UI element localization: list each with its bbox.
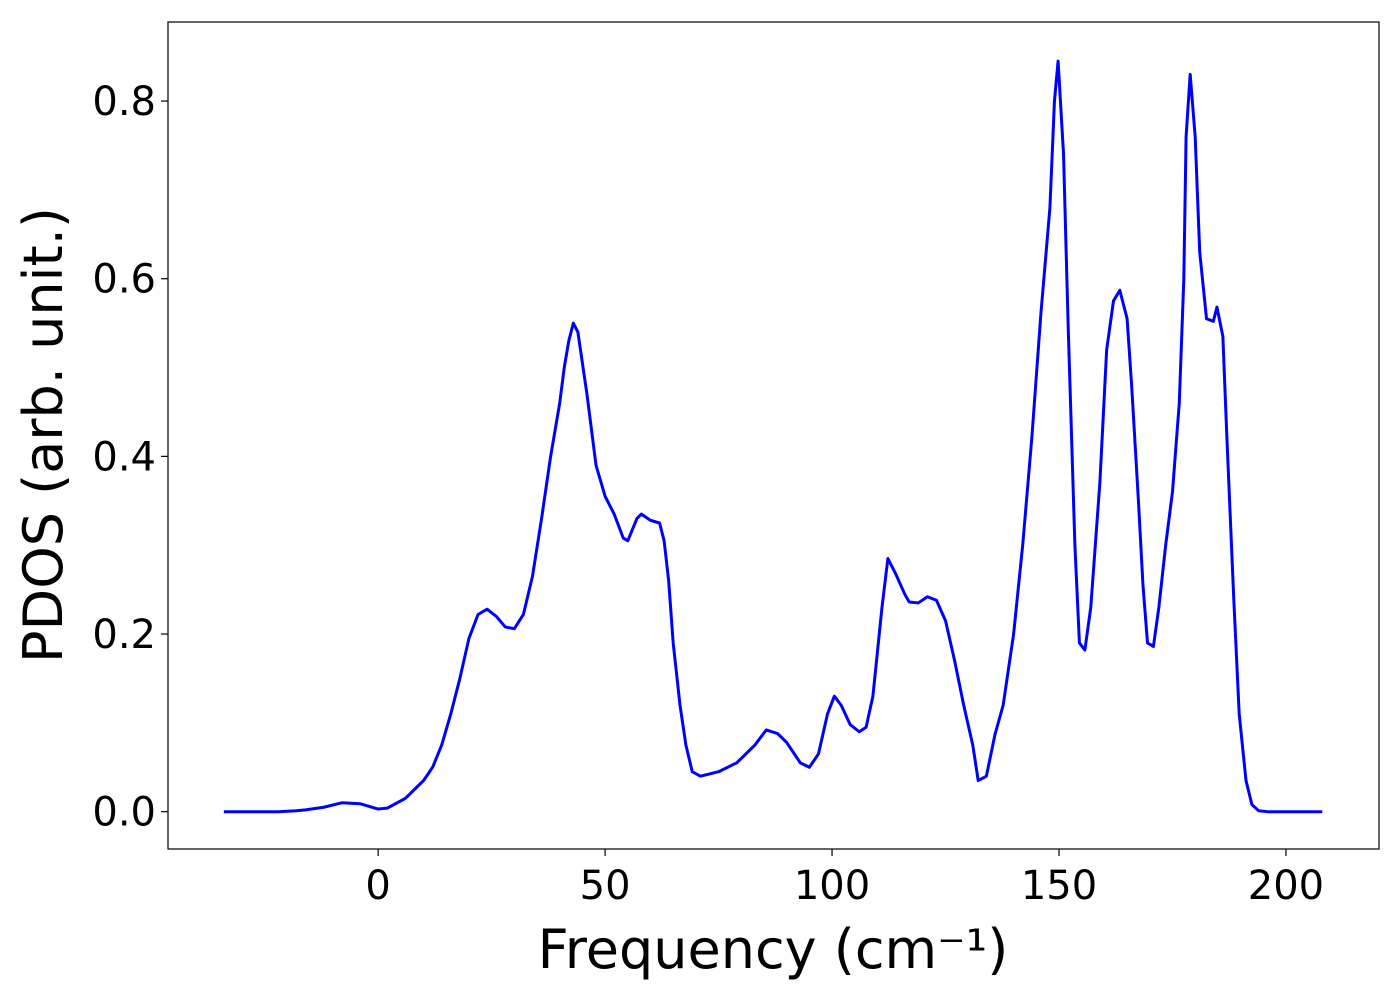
data-line bbox=[223, 59, 1323, 814]
x-tick-label: 150 bbox=[1021, 863, 1097, 909]
x-tick-label: 200 bbox=[1248, 863, 1324, 909]
y-tick-label: 0.0 bbox=[92, 790, 156, 836]
x-tick-label: 0 bbox=[365, 863, 390, 909]
y-axis-label: PDOS (arb. unit.) bbox=[12, 207, 75, 663]
y-tick-label: 0.2 bbox=[92, 612, 156, 658]
plot-frame bbox=[167, 21, 1380, 850]
y-tick-label: 0.6 bbox=[92, 257, 156, 303]
x-axis-label: Frequency (cm⁻¹) bbox=[538, 918, 1009, 981]
x-tick-label: 50 bbox=[580, 863, 631, 909]
x-tick-label: 100 bbox=[794, 863, 870, 909]
y-tick-label: 0.4 bbox=[92, 434, 156, 480]
y-tick-label: 0.8 bbox=[92, 79, 156, 125]
